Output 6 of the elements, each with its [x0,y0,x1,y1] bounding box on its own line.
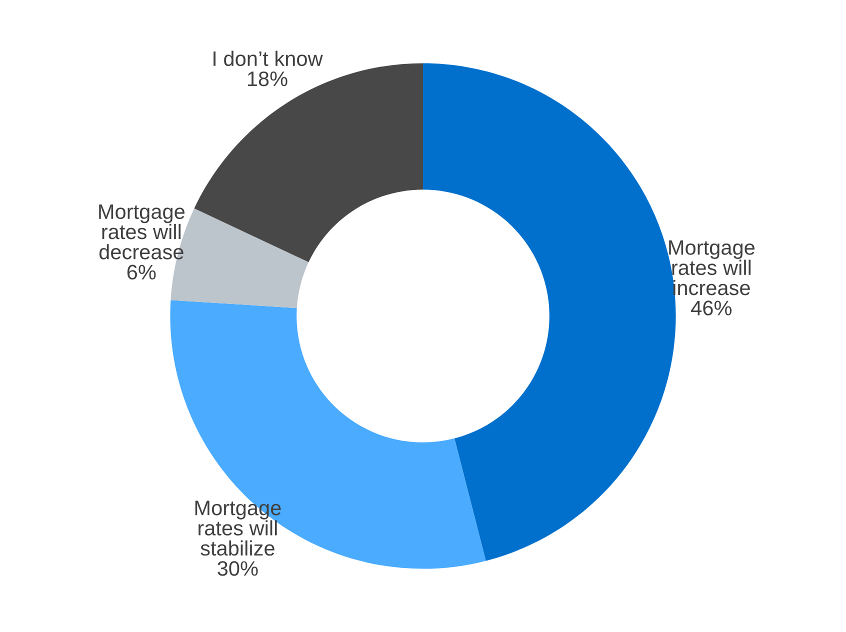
slice-label: Mortgage rates will decrease [99,204,184,260]
data-label: 18% [248,71,288,86]
slice-label: I don’t know [214,50,323,66]
data-label: 46% [691,300,732,316]
data-label: 30% [218,561,258,576]
data-label: 6% [127,264,156,280]
